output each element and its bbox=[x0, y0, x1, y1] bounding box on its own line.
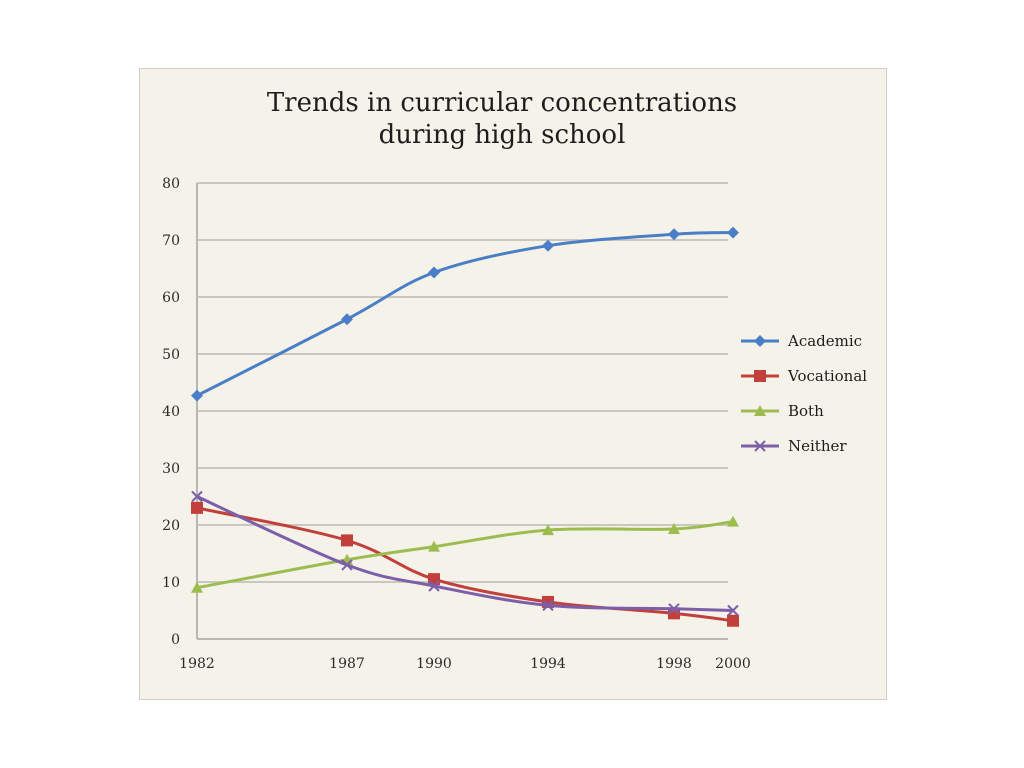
data-point-academic-1990 bbox=[428, 266, 440, 279]
chart-panel: Trends in curricular concentrations duri… bbox=[139, 68, 887, 700]
series-line-neither bbox=[196, 495, 734, 612]
x-tick-label-1994: 1994 bbox=[530, 656, 566, 672]
line-chart: 0 10 20 30 40 50 60 70 80 1982 1987 1990 1994 1998 200… bbox=[162, 176, 867, 672]
legend-label-vocational: Vocational bbox=[787, 367, 867, 385]
x-tick-label-1990: 1990 bbox=[416, 656, 452, 672]
data-point-neither-1994 bbox=[542, 599, 554, 612]
chart-title: Trends in curricular concentrations duri… bbox=[140, 87, 864, 151]
data-point-both-1982 bbox=[191, 581, 203, 593]
y-tick-label-10: 10 bbox=[162, 575, 180, 591]
series-line-both bbox=[196, 520, 734, 590]
data-point-academic-1994 bbox=[542, 239, 554, 252]
gridlines bbox=[197, 182, 728, 583]
data-point-academic-1987 bbox=[341, 313, 353, 326]
x-tick-label-1987: 1987 bbox=[329, 656, 365, 672]
chart-title-line-2: during high school bbox=[378, 120, 626, 150]
y-tick-label-60: 60 bbox=[162, 290, 180, 306]
data-point-neither-1990 bbox=[428, 580, 440, 592]
x-tick-label-1982: 1982 bbox=[179, 656, 215, 672]
legend-label-both: Both bbox=[788, 402, 824, 420]
legend: Academic Vocational Both Neither bbox=[741, 332, 867, 455]
data-point-neither-1982 bbox=[191, 490, 203, 503]
x-tick-label-1998: 1998 bbox=[656, 656, 692, 672]
chart-title-line-1: Trends in curricular concentrations bbox=[266, 88, 738, 118]
data-point-neither-1998 bbox=[668, 603, 680, 615]
legend-marker-neither bbox=[754, 440, 766, 452]
legend-marker-academic bbox=[754, 335, 766, 347]
legend-label-neither: Neither bbox=[788, 437, 847, 455]
legend-marker-vocational bbox=[754, 370, 766, 382]
y-tick-label-20: 20 bbox=[162, 518, 180, 534]
legend-item-vocational: Vocational bbox=[741, 367, 867, 385]
legend-label-academic: Academic bbox=[787, 332, 862, 350]
data-point-vocational-2000 bbox=[727, 614, 739, 627]
data-point-both-1990 bbox=[428, 540, 440, 552]
legend-marker-both bbox=[754, 405, 766, 416]
axes bbox=[196, 183, 728, 640]
series-academic bbox=[191, 226, 739, 402]
series-neither bbox=[191, 490, 739, 617]
data-point-neither-2000 bbox=[727, 604, 739, 617]
legend-item-neither: Neither bbox=[741, 437, 847, 455]
data-point-both-2000 bbox=[727, 515, 739, 527]
y-tick-label-0: 0 bbox=[171, 632, 180, 648]
y-tick-label-50: 50 bbox=[162, 347, 180, 363]
data-point-academic-2000 bbox=[727, 226, 739, 239]
data-point-academic-1998 bbox=[668, 228, 680, 241]
data-point-vocational-1982 bbox=[191, 501, 203, 514]
legend-item-academic: Academic bbox=[741, 332, 862, 350]
data-point-vocational-1990 bbox=[428, 573, 440, 586]
y-tick-label-30: 30 bbox=[162, 461, 180, 477]
y-tick-label-40: 40 bbox=[162, 404, 180, 420]
x-tick-label-2000: 2000 bbox=[715, 656, 751, 672]
data-point-both-1994 bbox=[542, 524, 554, 536]
data-point-both-1998 bbox=[668, 522, 680, 534]
data-point-vocational-1987 bbox=[341, 534, 353, 547]
y-tick-label-70: 70 bbox=[162, 233, 180, 249]
data-point-academic-1982 bbox=[191, 389, 203, 402]
tick-labels: 0 10 20 30 40 50 60 70 80 1982 1987 1990 1994 1998 200… bbox=[162, 176, 751, 672]
data-point-neither-1987 bbox=[341, 559, 353, 571]
legend-item-both: Both bbox=[741, 402, 824, 420]
y-tick-label-80: 80 bbox=[162, 176, 180, 192]
series-line-academic bbox=[196, 231, 734, 397]
